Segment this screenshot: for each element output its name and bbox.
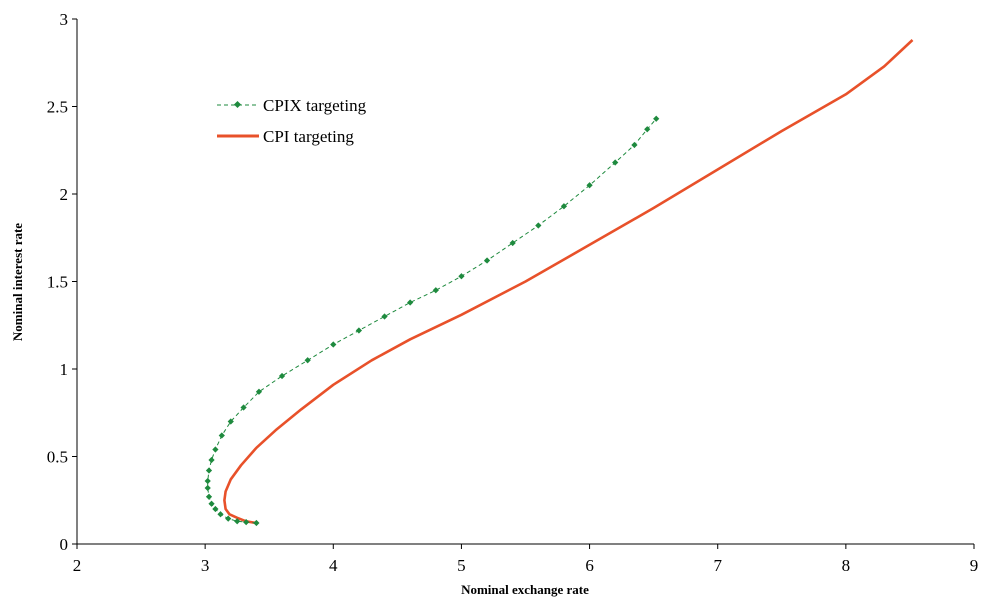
series-cpix-point — [217, 511, 224, 518]
y-tick-label: 3 — [60, 10, 69, 29]
series-cpix-line — [207, 118, 657, 524]
legend: CPIX targeting CPI targeting — [217, 96, 367, 146]
series-cpix-point — [330, 341, 337, 348]
series-cpix-point — [381, 313, 388, 320]
series-cpix-point — [355, 327, 363, 334]
y-tick-label: 0 — [60, 535, 69, 554]
x-axis-title: Nominal exchange rate — [461, 582, 589, 597]
x-tick-label: 8 — [842, 556, 851, 575]
series-cpix-point — [304, 357, 311, 364]
y-tick-label: 2.5 — [47, 98, 68, 117]
series-layer — [204, 39, 914, 527]
y-tick-label: 1.5 — [47, 273, 68, 292]
y-tick-label: 2 — [60, 185, 69, 204]
series-cpix-point — [407, 299, 414, 306]
series-cpix-point — [218, 432, 225, 439]
series-cpix-point — [631, 141, 638, 149]
y-axis-title: Nominal interest rate — [10, 223, 25, 341]
legend-item-cpi: CPI targeting — [217, 127, 354, 146]
series-cpix-point — [255, 388, 263, 395]
series-cpix-point — [483, 257, 491, 264]
x-tick-label: 2 — [73, 556, 82, 575]
legend-item-cpix: CPIX targeting — [217, 96, 367, 115]
series-cpix-point — [432, 287, 439, 294]
legend-cpix-marker — [233, 100, 242, 109]
series-cpix-point — [225, 515, 232, 522]
series-cpix-point — [205, 493, 213, 500]
series-cpix-point — [205, 467, 213, 474]
series-cpix-point — [509, 239, 516, 247]
series-cpi-line — [223, 39, 914, 525]
series-cpix-point — [535, 222, 542, 229]
legend-cpi-label: CPI targeting — [263, 127, 354, 146]
series-cpix-point — [212, 446, 219, 453]
x-ticks: 2 3 4 5 6 7 8 9 — [73, 544, 979, 575]
series-cpix-point — [204, 484, 211, 492]
series-cpix-point — [253, 519, 260, 527]
series-cpix-point — [458, 273, 465, 280]
x-tick-label: 6 — [585, 556, 594, 575]
series-cpix-point — [278, 372, 286, 380]
x-tick-label: 5 — [457, 556, 466, 575]
y-tick-label: 1 — [60, 360, 69, 379]
series-cpix-point — [204, 477, 211, 485]
x-tick-label: 3 — [201, 556, 210, 575]
series-cpix-point — [212, 505, 219, 513]
series-cpix-point — [208, 500, 215, 507]
legend-cpix-label: CPIX targeting — [263, 96, 367, 115]
series-cpix-point — [653, 115, 660, 122]
x-tick-label: 7 — [713, 556, 722, 575]
x-tick-label: 9 — [970, 556, 979, 575]
series-cpix-point — [208, 456, 215, 464]
y-tick-label: 0.5 — [47, 448, 68, 467]
x-tick-label: 4 — [329, 556, 338, 575]
y-ticks: 0 0.5 1 1.5 2 2.5 3 — [47, 10, 77, 554]
